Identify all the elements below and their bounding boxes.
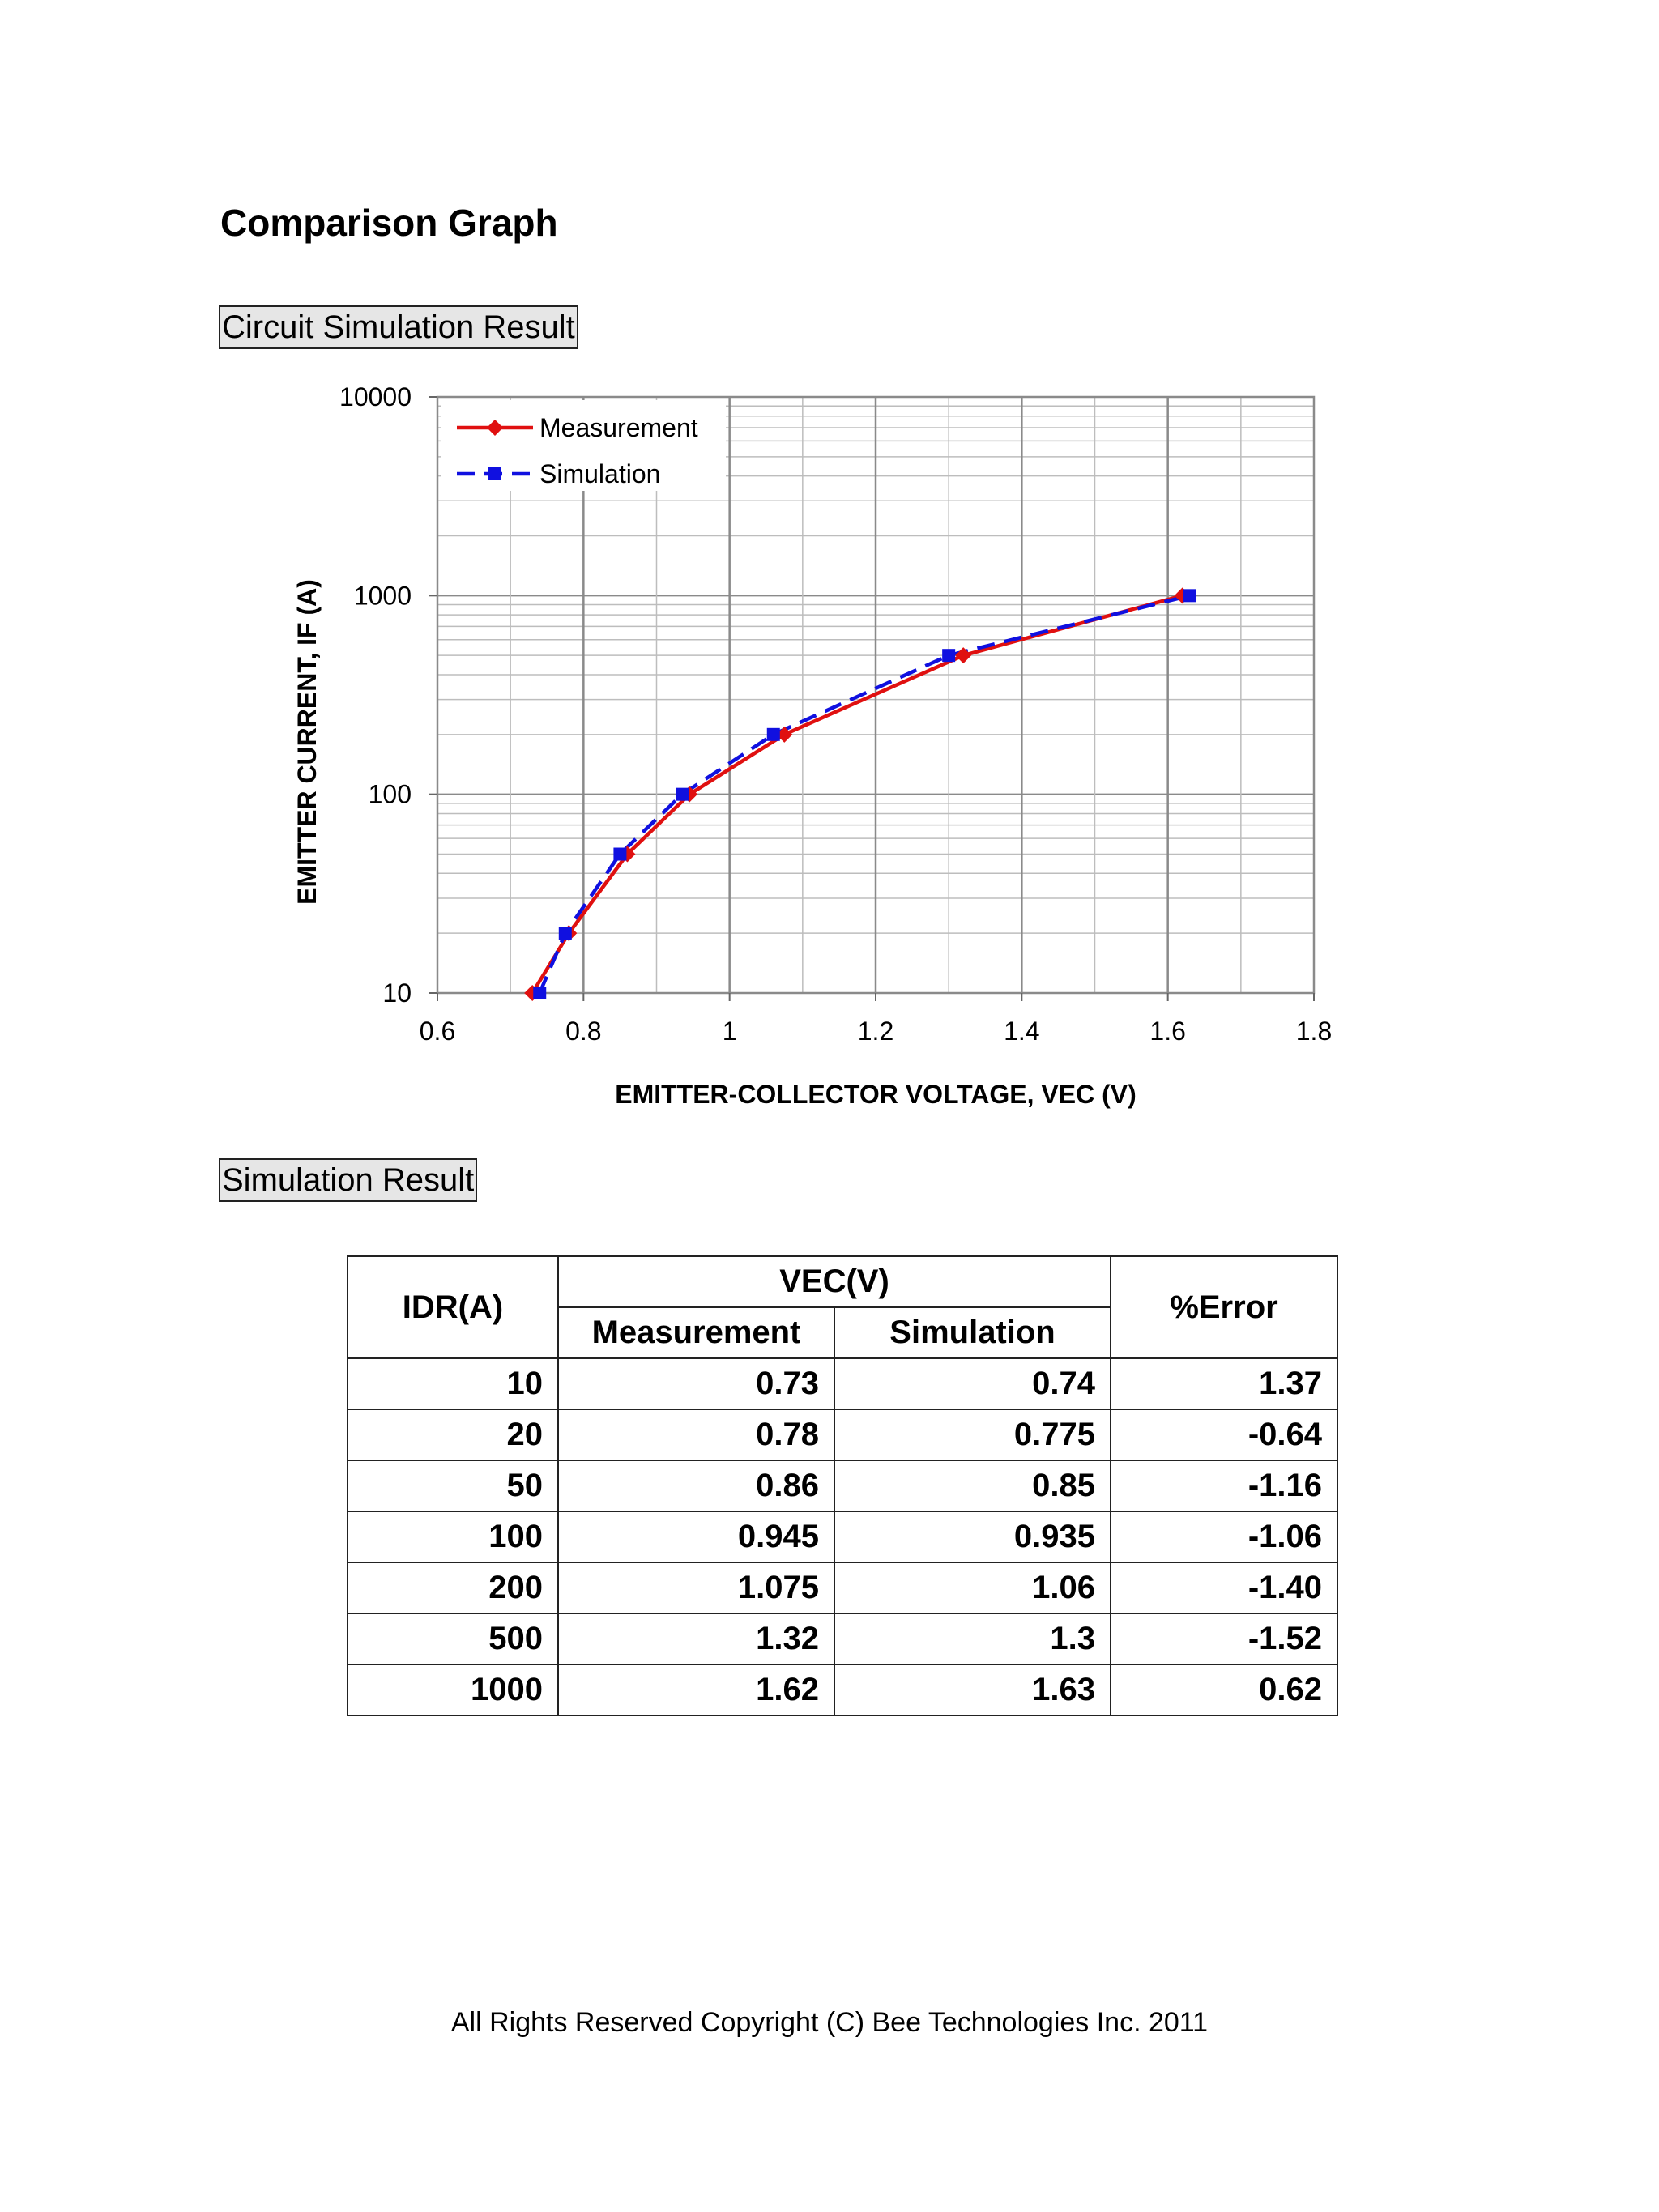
y-tick-label: 10000 [339,382,412,411]
table-row: 50 0.86 0.85 -1.16 [347,1460,1339,1512]
x-axis-title: EMITTER-COLLECTOR VOLTAGE, VEC (V) [615,1080,1137,1109]
measurement-cell: 1.075 [557,1562,835,1614]
simulation-cell: 0.74 [833,1357,1112,1410]
measurement-cell: 0.945 [557,1511,835,1563]
y-axis-title: EMITTER CURRENT, IF (A) [292,579,322,905]
idr-cell: 50 [347,1460,559,1512]
simulation-cell: 0.935 [833,1511,1112,1563]
x-tick-label: 0.6 [420,1016,455,1046]
legend-marker [487,420,503,436]
measurement-cell: 1.32 [557,1613,835,1665]
copyright-footer: All Rights Reserved Copyright (C) Bee Te… [450,2007,1209,2038]
simulation-result-table: IDR(A) VEC(V) %Error Measurement Simulat… [347,1255,1339,1716]
header-vec: VEC(V) [557,1255,1112,1308]
simulation-cell: 1.63 [833,1664,1112,1716]
table-row: 100 0.945 0.935 -1.06 [347,1511,1339,1563]
measurement-cell: 1.62 [557,1664,835,1716]
simulation-result-label: Simulation Result [219,1158,478,1202]
table-row: 10 0.73 0.74 1.37 [347,1357,1339,1410]
header-simulation: Simulation [833,1306,1112,1359]
idr-cell: 200 [347,1562,559,1614]
measurement-cell: 0.86 [557,1460,835,1512]
x-tick-label: 1.6 [1149,1016,1185,1046]
measurement-point [776,726,793,743]
error-cell: -0.64 [1110,1409,1339,1461]
error-cell: 1.37 [1110,1357,1339,1410]
simulation-point [766,727,780,741]
x-tick-label: 1 [723,1016,737,1046]
table-row: 1000 1.62 1.63 0.62 [347,1664,1339,1716]
y-tick-label: 100 [369,780,412,809]
legend-label: Measurement [539,413,698,442]
error-cell: -1.16 [1110,1460,1339,1512]
circuit-simulation-result-label: Circuit Simulation Result [219,305,578,349]
x-tick-label: 1.8 [1296,1016,1332,1046]
error-cell: -1.52 [1110,1613,1339,1665]
header-error: %Error [1110,1255,1339,1359]
header-measurement: Measurement [557,1306,835,1359]
simulation-cell: 0.775 [833,1409,1112,1461]
error-cell: 0.62 [1110,1664,1339,1716]
table-row: 200 1.075 1.06 -1.40 [347,1562,1339,1614]
x-tick-label: 1.2 [858,1016,893,1046]
y-tick-label: 10 [382,978,412,1008]
y-tick-label: 1000 [354,581,412,610]
comparison-chart: 0.6 0.8 1 1.2 1.4 1.6 1.8 10 100 1000 10000 EMITTER… [292,382,1332,1109]
legend-label: Simulation [539,459,660,488]
x-tick-label: 0.8 [565,1016,601,1046]
table-row: 20 0.78 0.775 -0.64 [347,1409,1339,1461]
measurement-cell: 0.73 [557,1357,835,1410]
error-cell: -1.06 [1110,1511,1339,1563]
simulation-point [676,787,689,801]
x-tick-label: 1.4 [1004,1016,1039,1046]
page-title: Comparison Graph [220,202,558,244]
idr-cell: 500 [347,1613,559,1665]
error-cell: -1.40 [1110,1562,1339,1614]
legend-box [441,400,726,491]
simulation-point [613,847,627,861]
measurement-point [955,647,972,664]
table-row: 500 1.32 1.3 -1.52 [347,1613,1339,1665]
idr-cell: 10 [347,1357,559,1410]
header-idr: IDR(A) [347,1255,559,1359]
simulation-cell: 1.06 [833,1562,1112,1614]
legend-marker [488,467,501,480]
measurement-cell: 0.78 [557,1409,835,1461]
simulation-point [1183,589,1196,603]
simulation-point [558,927,572,940]
idr-cell: 1000 [347,1664,559,1716]
simulation-cell: 0.85 [833,1460,1112,1512]
simulation-point [942,649,956,663]
simulation-point [533,987,547,999]
simulation-cell: 1.3 [833,1613,1112,1665]
idr-cell: 100 [347,1511,559,1563]
idr-cell: 20 [347,1409,559,1461]
